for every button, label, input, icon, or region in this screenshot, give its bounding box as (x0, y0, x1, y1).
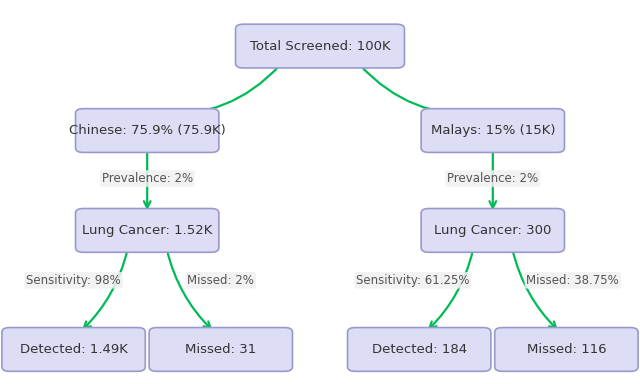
Text: Total Screened: 100K: Total Screened: 100K (250, 40, 390, 53)
Text: Sensitivity: 61.25%: Sensitivity: 61.25% (356, 274, 470, 287)
Text: Missed: 38.75%: Missed: 38.75% (527, 274, 619, 287)
FancyBboxPatch shape (421, 109, 564, 152)
Text: Detected: 1.49K: Detected: 1.49K (20, 343, 127, 356)
FancyBboxPatch shape (348, 328, 491, 371)
FancyBboxPatch shape (76, 209, 219, 252)
FancyBboxPatch shape (76, 109, 219, 152)
Text: Malays: 15% (15K): Malays: 15% (15K) (431, 124, 555, 137)
FancyBboxPatch shape (495, 328, 638, 371)
Text: Lung Cancer: 1.52K: Lung Cancer: 1.52K (82, 224, 212, 237)
FancyBboxPatch shape (2, 328, 145, 371)
Text: Lung Cancer: 300: Lung Cancer: 300 (434, 224, 552, 237)
Text: Chinese: 75.9% (75.9K): Chinese: 75.9% (75.9K) (69, 124, 225, 137)
Text: Prevalence: 2%: Prevalence: 2% (447, 172, 538, 185)
Text: Missed: 31: Missed: 31 (185, 343, 257, 356)
Text: Prevalence: 2%: Prevalence: 2% (102, 172, 193, 185)
Text: Missed: 116: Missed: 116 (527, 343, 606, 356)
FancyBboxPatch shape (236, 24, 404, 68)
Text: Sensitivity: 98%: Sensitivity: 98% (26, 274, 121, 287)
Text: Missed: 2%: Missed: 2% (188, 274, 254, 287)
Text: Detected: 184: Detected: 184 (372, 343, 467, 356)
FancyBboxPatch shape (149, 328, 292, 371)
FancyBboxPatch shape (421, 209, 564, 252)
